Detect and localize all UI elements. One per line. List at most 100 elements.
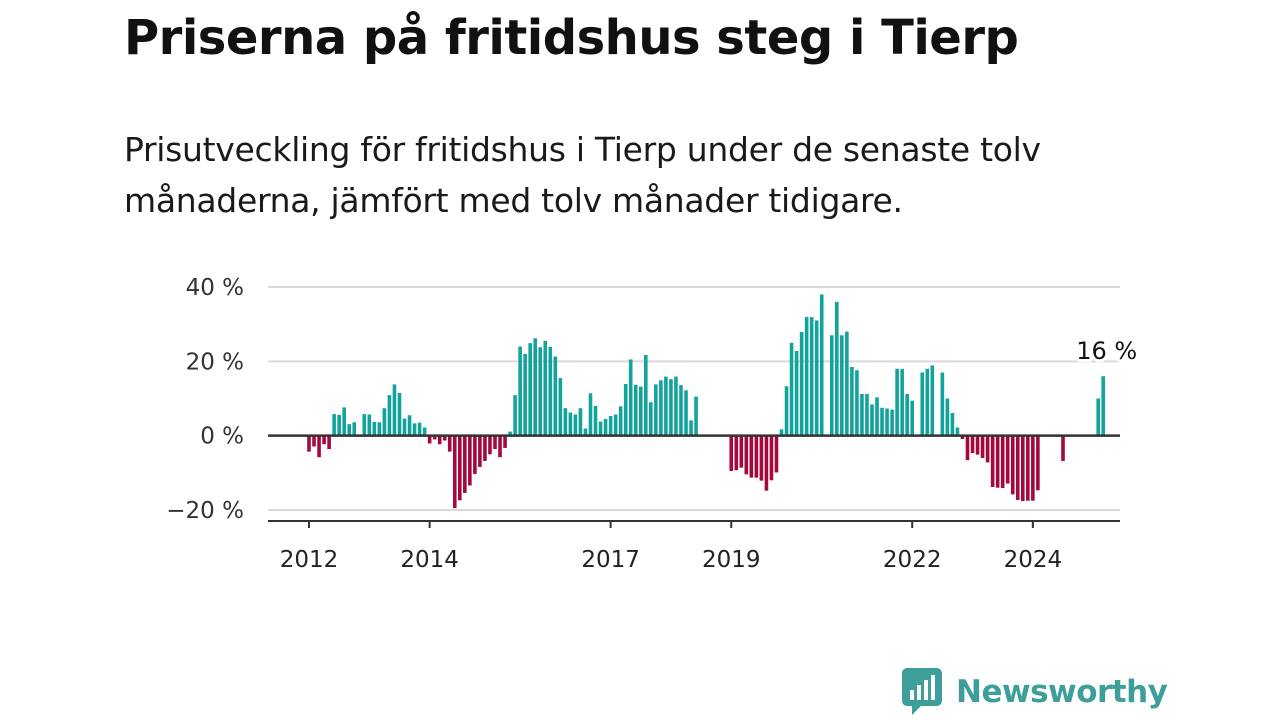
bar (940, 372, 945, 436)
bar (523, 353, 527, 436)
last-value-label: 16 % (1076, 337, 1137, 365)
bar (910, 400, 915, 436)
bars (307, 294, 1106, 509)
x-tick-label: 2022 (883, 547, 942, 573)
bar (1020, 435, 1025, 502)
bar (649, 402, 653, 436)
bar (593, 405, 598, 436)
bar (689, 420, 693, 436)
bar (860, 394, 864, 436)
bar (568, 412, 573, 436)
bar (1000, 435, 1005, 489)
bar (905, 394, 909, 436)
bar (392, 384, 397, 436)
bar (458, 435, 462, 501)
bar (598, 421, 603, 436)
bar (794, 350, 799, 436)
bar (829, 335, 834, 436)
bar (588, 393, 593, 436)
chart-subtitle: Prisutveckling för fritidshus i Tierp un… (124, 130, 1041, 220)
bar (960, 435, 965, 440)
bar (694, 396, 698, 436)
bar (729, 435, 734, 471)
bar (659, 380, 663, 436)
bar (1061, 435, 1065, 461)
bar (493, 435, 497, 450)
newsworthy-logo: Newsworthy (902, 668, 1168, 716)
chart-logo-icon (902, 668, 942, 715)
bar (513, 395, 517, 436)
bar (618, 406, 623, 436)
bar (1015, 435, 1020, 500)
bar (347, 424, 352, 436)
y-tick-label: 0 % (200, 424, 244, 450)
bar (437, 435, 442, 445)
bar (463, 435, 467, 493)
bar (804, 317, 809, 436)
bar (322, 435, 326, 445)
bar (985, 435, 990, 463)
bar (447, 435, 452, 452)
bar (422, 427, 427, 436)
bar (1026, 435, 1030, 501)
bar (508, 431, 512, 436)
bar (573, 414, 578, 436)
bar (664, 376, 668, 436)
bar (799, 331, 804, 436)
bar (784, 386, 789, 436)
bar (442, 435, 447, 441)
bar (317, 435, 321, 458)
bar (1005, 435, 1010, 484)
bar (975, 435, 980, 455)
bar (312, 435, 316, 447)
bar (679, 385, 683, 436)
bar (734, 435, 739, 471)
bar (950, 412, 955, 436)
bar (890, 409, 894, 436)
bar (377, 422, 382, 436)
bar (473, 435, 477, 474)
y-tick-label: −20 % (166, 498, 244, 524)
bar (814, 320, 819, 436)
bar (483, 435, 487, 461)
bar (835, 301, 839, 436)
bar (669, 379, 673, 436)
gridlines (268, 286, 1120, 511)
bar (417, 422, 422, 436)
bar (880, 407, 884, 436)
bar (995, 435, 1000, 488)
bar (850, 366, 854, 436)
bar (372, 421, 377, 436)
bar (623, 384, 628, 436)
bar (352, 422, 357, 436)
bar (498, 435, 502, 458)
bar (307, 435, 311, 452)
x-tick-label: 2019 (702, 547, 761, 573)
bar (845, 331, 849, 436)
bar (779, 429, 784, 436)
bar (387, 395, 392, 436)
bar (754, 435, 759, 478)
bar (452, 435, 457, 509)
bar (432, 435, 437, 440)
bar (608, 415, 613, 436)
bar (970, 435, 975, 454)
bar (362, 414, 367, 436)
bar (1031, 435, 1035, 501)
bar (337, 414, 341, 436)
bar (638, 386, 643, 436)
y-tick-label: 40 % (186, 275, 244, 301)
brand-name: Newsworthy (956, 674, 1168, 710)
bar (488, 435, 492, 455)
bar (739, 435, 744, 468)
bar (603, 418, 608, 436)
bar (990, 435, 995, 487)
bar (543, 340, 548, 436)
bar (402, 418, 407, 436)
bar (643, 355, 648, 436)
bar (553, 356, 558, 436)
bar (774, 435, 779, 473)
bar (875, 397, 879, 436)
y-tick-label: 20 % (186, 349, 244, 375)
